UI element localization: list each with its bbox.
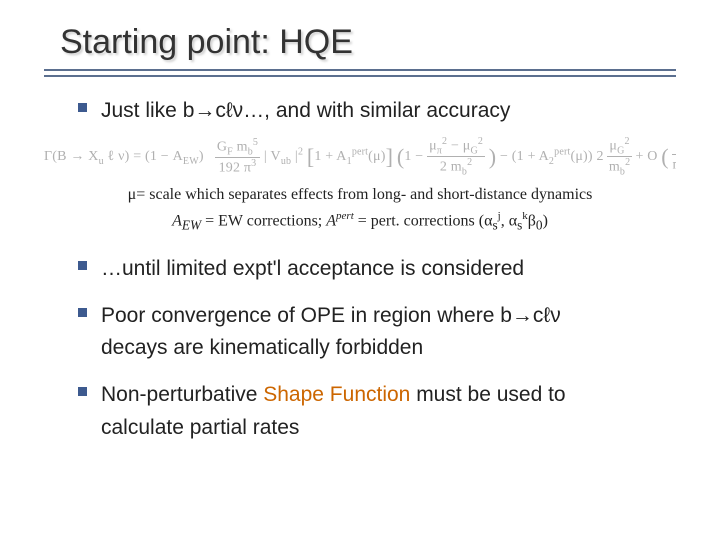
formula-sub: G bbox=[470, 145, 477, 156]
note-sup: pert bbox=[336, 210, 354, 222]
note-fragment: A bbox=[326, 212, 336, 229]
formula-fragment: 2 m bbox=[440, 160, 462, 175]
bullet-text: …until limited expt'l acceptance is cons… bbox=[101, 253, 524, 286]
spacer bbox=[44, 371, 676, 379]
text-fragment: Just like b bbox=[101, 99, 194, 122]
formula-fragment: (1 − A bbox=[145, 149, 183, 164]
fraction-top: GF mb5 bbox=[215, 137, 260, 158]
note-sub: EW bbox=[182, 217, 201, 232]
spacer bbox=[44, 292, 676, 300]
fraction-bot: 2 mb2 bbox=[427, 157, 485, 177]
formula-fragment: Γ(B → X bbox=[44, 149, 99, 164]
formula-sup: 2 bbox=[298, 146, 303, 157]
formula-fragment: μ bbox=[429, 139, 437, 154]
formula-sub: ub bbox=[281, 156, 291, 167]
fraction-top: μG2 bbox=[607, 136, 631, 157]
formula-fragment: μ bbox=[609, 139, 617, 154]
bullet-text: Just like b→cℓν…, and with similar accur… bbox=[101, 95, 510, 128]
note-aew: AEW = EW corrections; Apert = pert. corr… bbox=[44, 210, 676, 234]
formula-fragment: − μ bbox=[447, 139, 470, 154]
formula-sub: EW bbox=[183, 156, 199, 167]
formula-sub: π bbox=[437, 145, 442, 156]
formula-fragment: (μ) bbox=[368, 149, 385, 164]
title-block: Starting point: HQE bbox=[44, 24, 676, 61]
formula-fragment: + O bbox=[635, 149, 657, 164]
note-fragment: , α bbox=[501, 212, 517, 229]
formula-fragment: m bbox=[233, 139, 248, 154]
formula-sub: b bbox=[462, 167, 467, 178]
formula-fragment: (μ)) 2 bbox=[570, 149, 603, 164]
bullet-square-icon bbox=[78, 261, 87, 270]
text-fragment: Poor convergence of OPE in region where … bbox=[101, 304, 512, 327]
text-fragment: must be used to bbox=[410, 383, 565, 406]
arrow-icon: → bbox=[512, 304, 533, 327]
bullet-item: …until limited expt'l acceptance is cons… bbox=[78, 253, 676, 286]
formula-sup: pert bbox=[352, 146, 368, 157]
title-underline-1 bbox=[44, 69, 676, 71]
formula-fragment: | V bbox=[264, 149, 281, 164]
formula-fragment: m bbox=[609, 160, 620, 175]
bullet-square-icon bbox=[78, 387, 87, 396]
formula-fragment: | bbox=[291, 149, 298, 164]
note-fragment: A bbox=[172, 212, 182, 229]
fraction-bot: 192 π3 bbox=[215, 158, 260, 177]
bullet-item: Just like b→cℓν…, and with similar accur… bbox=[78, 95, 676, 128]
slide-title: Starting point: HQE bbox=[60, 24, 676, 61]
text-fragment: Non-perturbative bbox=[101, 383, 263, 406]
formula-sup: 2 bbox=[625, 136, 630, 147]
formula-fragment: ) bbox=[199, 149, 204, 164]
formula-fragment: 1 − bbox=[404, 149, 427, 164]
bullet-square-icon bbox=[78, 103, 87, 112]
text-fragment: cℓν…, and with similar accuracy bbox=[215, 99, 510, 122]
formula-fragment: G bbox=[217, 139, 227, 154]
title-underline-2 bbox=[44, 75, 676, 77]
note-fragment: = pert. corrections (α bbox=[354, 212, 493, 229]
note-sub: 0 bbox=[536, 217, 543, 232]
slide: Starting point: HQE Just like b→cℓν…, an… bbox=[0, 0, 720, 540]
note-mu: μ= scale which separates effects from lo… bbox=[44, 186, 676, 204]
formula-fraction: GF mb5 192 π3 bbox=[215, 137, 260, 177]
bullet-text: Poor convergence of OPE in region where … bbox=[101, 300, 561, 365]
paren-right-icon: ) bbox=[489, 144, 497, 169]
formula-fraction: μπ 2 − μG2 2 mb2 bbox=[427, 136, 485, 178]
fraction-bot: mb2 bbox=[607, 157, 631, 177]
note-fragment: ) bbox=[543, 212, 548, 229]
bullet-text: Non-perturbative Shape Function must be … bbox=[101, 379, 566, 444]
formula-sub: 2 bbox=[549, 156, 554, 167]
formula-fragment: ℓ ν) = bbox=[104, 149, 145, 164]
bullet-square-icon bbox=[78, 308, 87, 317]
formula-sup: 2 bbox=[625, 157, 630, 168]
shape-function-text: Shape Function bbox=[263, 383, 410, 406]
fraction-bot: mb3 bbox=[672, 155, 676, 175]
formula-fraction: 1 mb3 bbox=[672, 138, 676, 175]
note-fragment: β bbox=[528, 212, 536, 229]
formula-fragment: 192 π bbox=[219, 161, 252, 176]
text-fragment: cℓν bbox=[533, 304, 561, 327]
fraction-top: μπ2 − μG2 bbox=[427, 136, 485, 157]
formula-fragment: 1 + A bbox=[314, 149, 346, 164]
fraction-top: 1 bbox=[672, 138, 676, 155]
formula-line: Γ(B → Xu ℓ ν) = (1 − AEW) GF mb5 192 π3 … bbox=[44, 136, 676, 178]
arrow-icon: → bbox=[194, 99, 215, 122]
text-fragment: calculate partial rates bbox=[101, 416, 299, 439]
formula-sub: G bbox=[617, 145, 624, 156]
formula-sup: 2 bbox=[467, 157, 472, 168]
formula-fraction: μG2 mb2 bbox=[607, 136, 631, 178]
formula-sup: pert bbox=[554, 146, 570, 157]
bracket-right-icon: ] bbox=[386, 144, 394, 169]
formula-sub: 1 bbox=[347, 156, 352, 167]
text-fragment: decays are kinematically forbidden bbox=[101, 336, 423, 359]
formula-fragment: − (1 + A bbox=[500, 149, 549, 164]
slide-body: Just like b→cℓν…, and with similar accur… bbox=[44, 95, 676, 444]
paren-left-icon: ( bbox=[661, 144, 669, 169]
bullet-item: Poor convergence of OPE in region where … bbox=[78, 300, 676, 365]
note-fragment: = EW corrections; bbox=[201, 212, 326, 229]
bullet-block: …until limited expt'l acceptance is cons… bbox=[44, 253, 676, 444]
formula-sup: 2 bbox=[478, 136, 483, 147]
formula-sub: b bbox=[620, 167, 625, 178]
formula-fragment: m bbox=[672, 158, 676, 173]
formula-sup: 5 bbox=[253, 137, 258, 148]
formula-sup: 3 bbox=[251, 158, 256, 169]
bullet-item: Non-perturbative Shape Function must be … bbox=[78, 379, 676, 444]
